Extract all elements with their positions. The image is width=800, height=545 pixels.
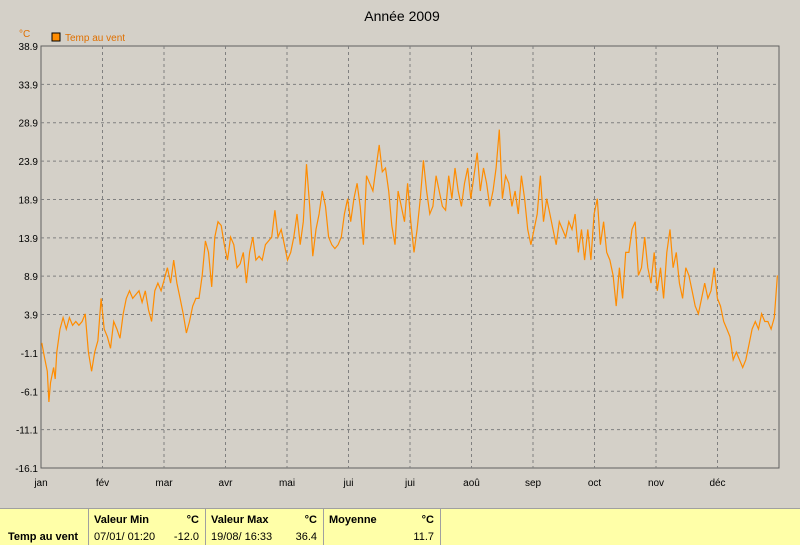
- x-tick-label: sep: [525, 478, 542, 489]
- stats-min-cell: Valeur Min °C 07/01/ 01:20 -12.0: [88, 509, 206, 545]
- y-tick-label: 3.9: [24, 311, 38, 322]
- x-axis-ticks: jan fév mar avr mai jui jui aoû sep oct nov déc: [33, 478, 725, 489]
- stats-row-label: Temp au vent: [8, 531, 79, 543]
- y-tick-label: -6.1: [21, 387, 39, 398]
- x-tick-label: nov: [648, 478, 664, 489]
- x-tick-label: avr: [219, 478, 234, 489]
- stats-min-label: Valeur Min: [94, 514, 150, 526]
- stats-panel: Temp au vent Valeur Min °C 07/01/ 01:20 …: [0, 508, 800, 545]
- stats-min-unit: °C: [186, 514, 199, 526]
- stats-avg-label: Moyenne: [329, 514, 377, 526]
- stats-max-date: 19/08/ 16:33: [211, 531, 273, 543]
- y-tick-label: -16.1: [15, 464, 38, 475]
- y-tick-label: 23.9: [19, 157, 39, 168]
- y-tick-label: 38.9: [19, 42, 39, 53]
- y-axis-unit: °C: [19, 29, 30, 40]
- x-tick-label: déc: [709, 478, 725, 489]
- stats-avg-value: 11.7: [413, 531, 434, 543]
- x-tick-label: mai: [279, 478, 295, 489]
- x-tick-label: jui: [342, 478, 353, 489]
- y-tick-label: 8.9: [24, 272, 38, 283]
- y-tick-label: -1.1: [21, 349, 39, 360]
- stats-min-value: -12.0: [173, 531, 199, 543]
- y-tick-label: 28.9: [19, 119, 39, 130]
- y-tick-label: 18.9: [19, 195, 39, 206]
- stats-avg-unit: °C: [421, 514, 434, 526]
- stats-max-value: 36.4: [295, 531, 317, 543]
- x-tick-label: jan: [33, 478, 47, 489]
- x-tick-label: jui: [404, 478, 415, 489]
- x-tick-label: aoû: [463, 478, 480, 489]
- x-tick-label: oct: [588, 478, 602, 489]
- stats-max-cell: Valeur Max °C 19/08/ 16:33 36.4: [205, 509, 324, 545]
- x-tick-label: fév: [96, 478, 109, 489]
- y-tick-label: 33.9: [19, 80, 39, 91]
- stats-min-date: 07/01/ 01:20: [94, 531, 156, 543]
- stats-row-label-cell: Temp au vent: [0, 509, 89, 545]
- legend-swatch: [51, 32, 61, 42]
- y-axis-ticks: 38.9 33.9 28.9 23.9 18.9 13.9 8.9 3.9 -1.1 -6.1 -1…: [15, 42, 38, 475]
- legend-label: Temp au vent: [65, 33, 125, 44]
- chart-title: Année 2009: [364, 8, 440, 24]
- stats-max-unit: °C: [304, 514, 317, 526]
- stats-avg-cell: Moyenne °C 11.7: [323, 509, 441, 545]
- stats-max-label: Valeur Max: [211, 514, 269, 526]
- y-tick-label: 13.9: [19, 234, 39, 245]
- x-tick-label: mar: [155, 478, 173, 489]
- y-tick-label: -11.1: [16, 426, 38, 437]
- chart: Année 2009 °C Temp au vent 38.9 33.9 28.9 2…: [15, 8, 780, 489]
- series-line-temp-au-vent: [41, 129, 778, 403]
